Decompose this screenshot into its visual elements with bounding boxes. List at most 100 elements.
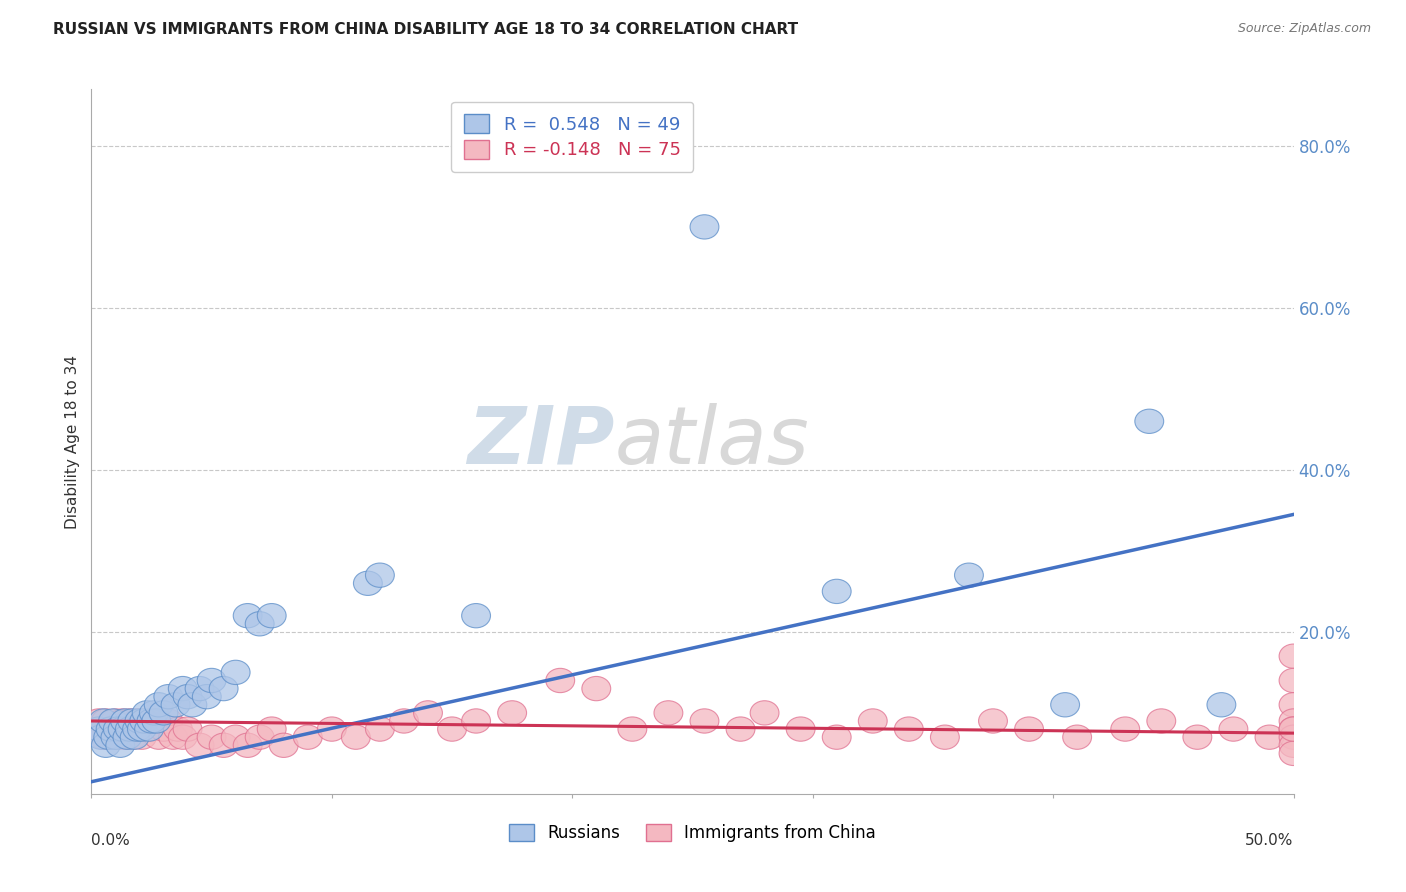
Ellipse shape bbox=[84, 717, 112, 741]
Ellipse shape bbox=[193, 684, 221, 709]
Text: 0.0%: 0.0% bbox=[91, 832, 131, 847]
Ellipse shape bbox=[153, 709, 183, 733]
Ellipse shape bbox=[145, 692, 173, 717]
Ellipse shape bbox=[257, 604, 287, 628]
Ellipse shape bbox=[1279, 668, 1308, 692]
Y-axis label: Disability Age 18 to 34: Disability Age 18 to 34 bbox=[65, 354, 80, 529]
Ellipse shape bbox=[1050, 692, 1080, 717]
Ellipse shape bbox=[132, 701, 162, 725]
Ellipse shape bbox=[690, 709, 718, 733]
Ellipse shape bbox=[461, 604, 491, 628]
Ellipse shape bbox=[823, 725, 851, 749]
Ellipse shape bbox=[125, 709, 153, 733]
Ellipse shape bbox=[96, 725, 125, 749]
Ellipse shape bbox=[353, 571, 382, 596]
Text: atlas: atlas bbox=[614, 402, 808, 481]
Ellipse shape bbox=[221, 725, 250, 749]
Ellipse shape bbox=[111, 725, 139, 749]
Ellipse shape bbox=[233, 604, 262, 628]
Ellipse shape bbox=[186, 733, 214, 757]
Ellipse shape bbox=[89, 725, 118, 749]
Ellipse shape bbox=[1256, 725, 1284, 749]
Ellipse shape bbox=[84, 709, 112, 733]
Ellipse shape bbox=[1219, 717, 1249, 741]
Ellipse shape bbox=[121, 725, 149, 749]
Ellipse shape bbox=[1279, 717, 1308, 741]
Ellipse shape bbox=[366, 563, 394, 587]
Ellipse shape bbox=[98, 717, 128, 741]
Ellipse shape bbox=[294, 725, 322, 749]
Ellipse shape bbox=[186, 676, 214, 701]
Ellipse shape bbox=[101, 709, 129, 733]
Ellipse shape bbox=[233, 733, 262, 757]
Ellipse shape bbox=[104, 725, 132, 749]
Ellipse shape bbox=[94, 725, 122, 749]
Ellipse shape bbox=[112, 717, 142, 741]
Ellipse shape bbox=[751, 701, 779, 725]
Ellipse shape bbox=[89, 709, 118, 733]
Ellipse shape bbox=[366, 717, 394, 741]
Ellipse shape bbox=[122, 717, 152, 741]
Ellipse shape bbox=[105, 733, 135, 757]
Ellipse shape bbox=[209, 733, 238, 757]
Ellipse shape bbox=[118, 725, 146, 749]
Ellipse shape bbox=[153, 684, 183, 709]
Ellipse shape bbox=[121, 717, 149, 741]
Ellipse shape bbox=[91, 709, 121, 733]
Ellipse shape bbox=[179, 692, 207, 717]
Ellipse shape bbox=[122, 709, 152, 733]
Ellipse shape bbox=[142, 709, 170, 733]
Ellipse shape bbox=[145, 725, 173, 749]
Ellipse shape bbox=[257, 717, 287, 741]
Ellipse shape bbox=[1279, 692, 1308, 717]
Ellipse shape bbox=[245, 612, 274, 636]
Ellipse shape bbox=[690, 215, 718, 239]
Ellipse shape bbox=[786, 717, 815, 741]
Ellipse shape bbox=[163, 717, 193, 741]
Ellipse shape bbox=[413, 701, 443, 725]
Ellipse shape bbox=[461, 709, 491, 733]
Ellipse shape bbox=[582, 676, 610, 701]
Ellipse shape bbox=[1135, 409, 1164, 434]
Ellipse shape bbox=[342, 725, 370, 749]
Ellipse shape bbox=[1279, 741, 1308, 765]
Ellipse shape bbox=[823, 579, 851, 604]
Ellipse shape bbox=[118, 709, 146, 733]
Ellipse shape bbox=[955, 563, 983, 587]
Ellipse shape bbox=[169, 676, 197, 701]
Ellipse shape bbox=[1206, 692, 1236, 717]
Ellipse shape bbox=[1015, 717, 1043, 741]
Ellipse shape bbox=[105, 717, 135, 741]
Ellipse shape bbox=[115, 709, 145, 733]
Ellipse shape bbox=[125, 717, 153, 741]
Ellipse shape bbox=[546, 668, 575, 692]
Ellipse shape bbox=[245, 725, 274, 749]
Ellipse shape bbox=[104, 717, 132, 741]
Ellipse shape bbox=[1279, 717, 1308, 741]
Ellipse shape bbox=[1147, 709, 1175, 733]
Ellipse shape bbox=[389, 709, 419, 733]
Ellipse shape bbox=[173, 717, 202, 741]
Ellipse shape bbox=[169, 725, 197, 749]
Ellipse shape bbox=[129, 709, 159, 733]
Ellipse shape bbox=[111, 709, 139, 733]
Ellipse shape bbox=[1182, 725, 1212, 749]
Ellipse shape bbox=[98, 709, 128, 733]
Ellipse shape bbox=[221, 660, 250, 684]
Ellipse shape bbox=[101, 725, 129, 749]
Ellipse shape bbox=[87, 717, 115, 741]
Ellipse shape bbox=[139, 701, 169, 725]
Text: Source: ZipAtlas.com: Source: ZipAtlas.com bbox=[1237, 22, 1371, 36]
Ellipse shape bbox=[108, 709, 136, 733]
Ellipse shape bbox=[94, 717, 122, 741]
Ellipse shape bbox=[96, 717, 125, 741]
Ellipse shape bbox=[725, 717, 755, 741]
Ellipse shape bbox=[931, 725, 959, 749]
Ellipse shape bbox=[270, 733, 298, 757]
Ellipse shape bbox=[135, 717, 163, 741]
Ellipse shape bbox=[197, 668, 226, 692]
Ellipse shape bbox=[1279, 725, 1308, 749]
Ellipse shape bbox=[209, 676, 238, 701]
Ellipse shape bbox=[437, 717, 467, 741]
Ellipse shape bbox=[1111, 717, 1140, 741]
